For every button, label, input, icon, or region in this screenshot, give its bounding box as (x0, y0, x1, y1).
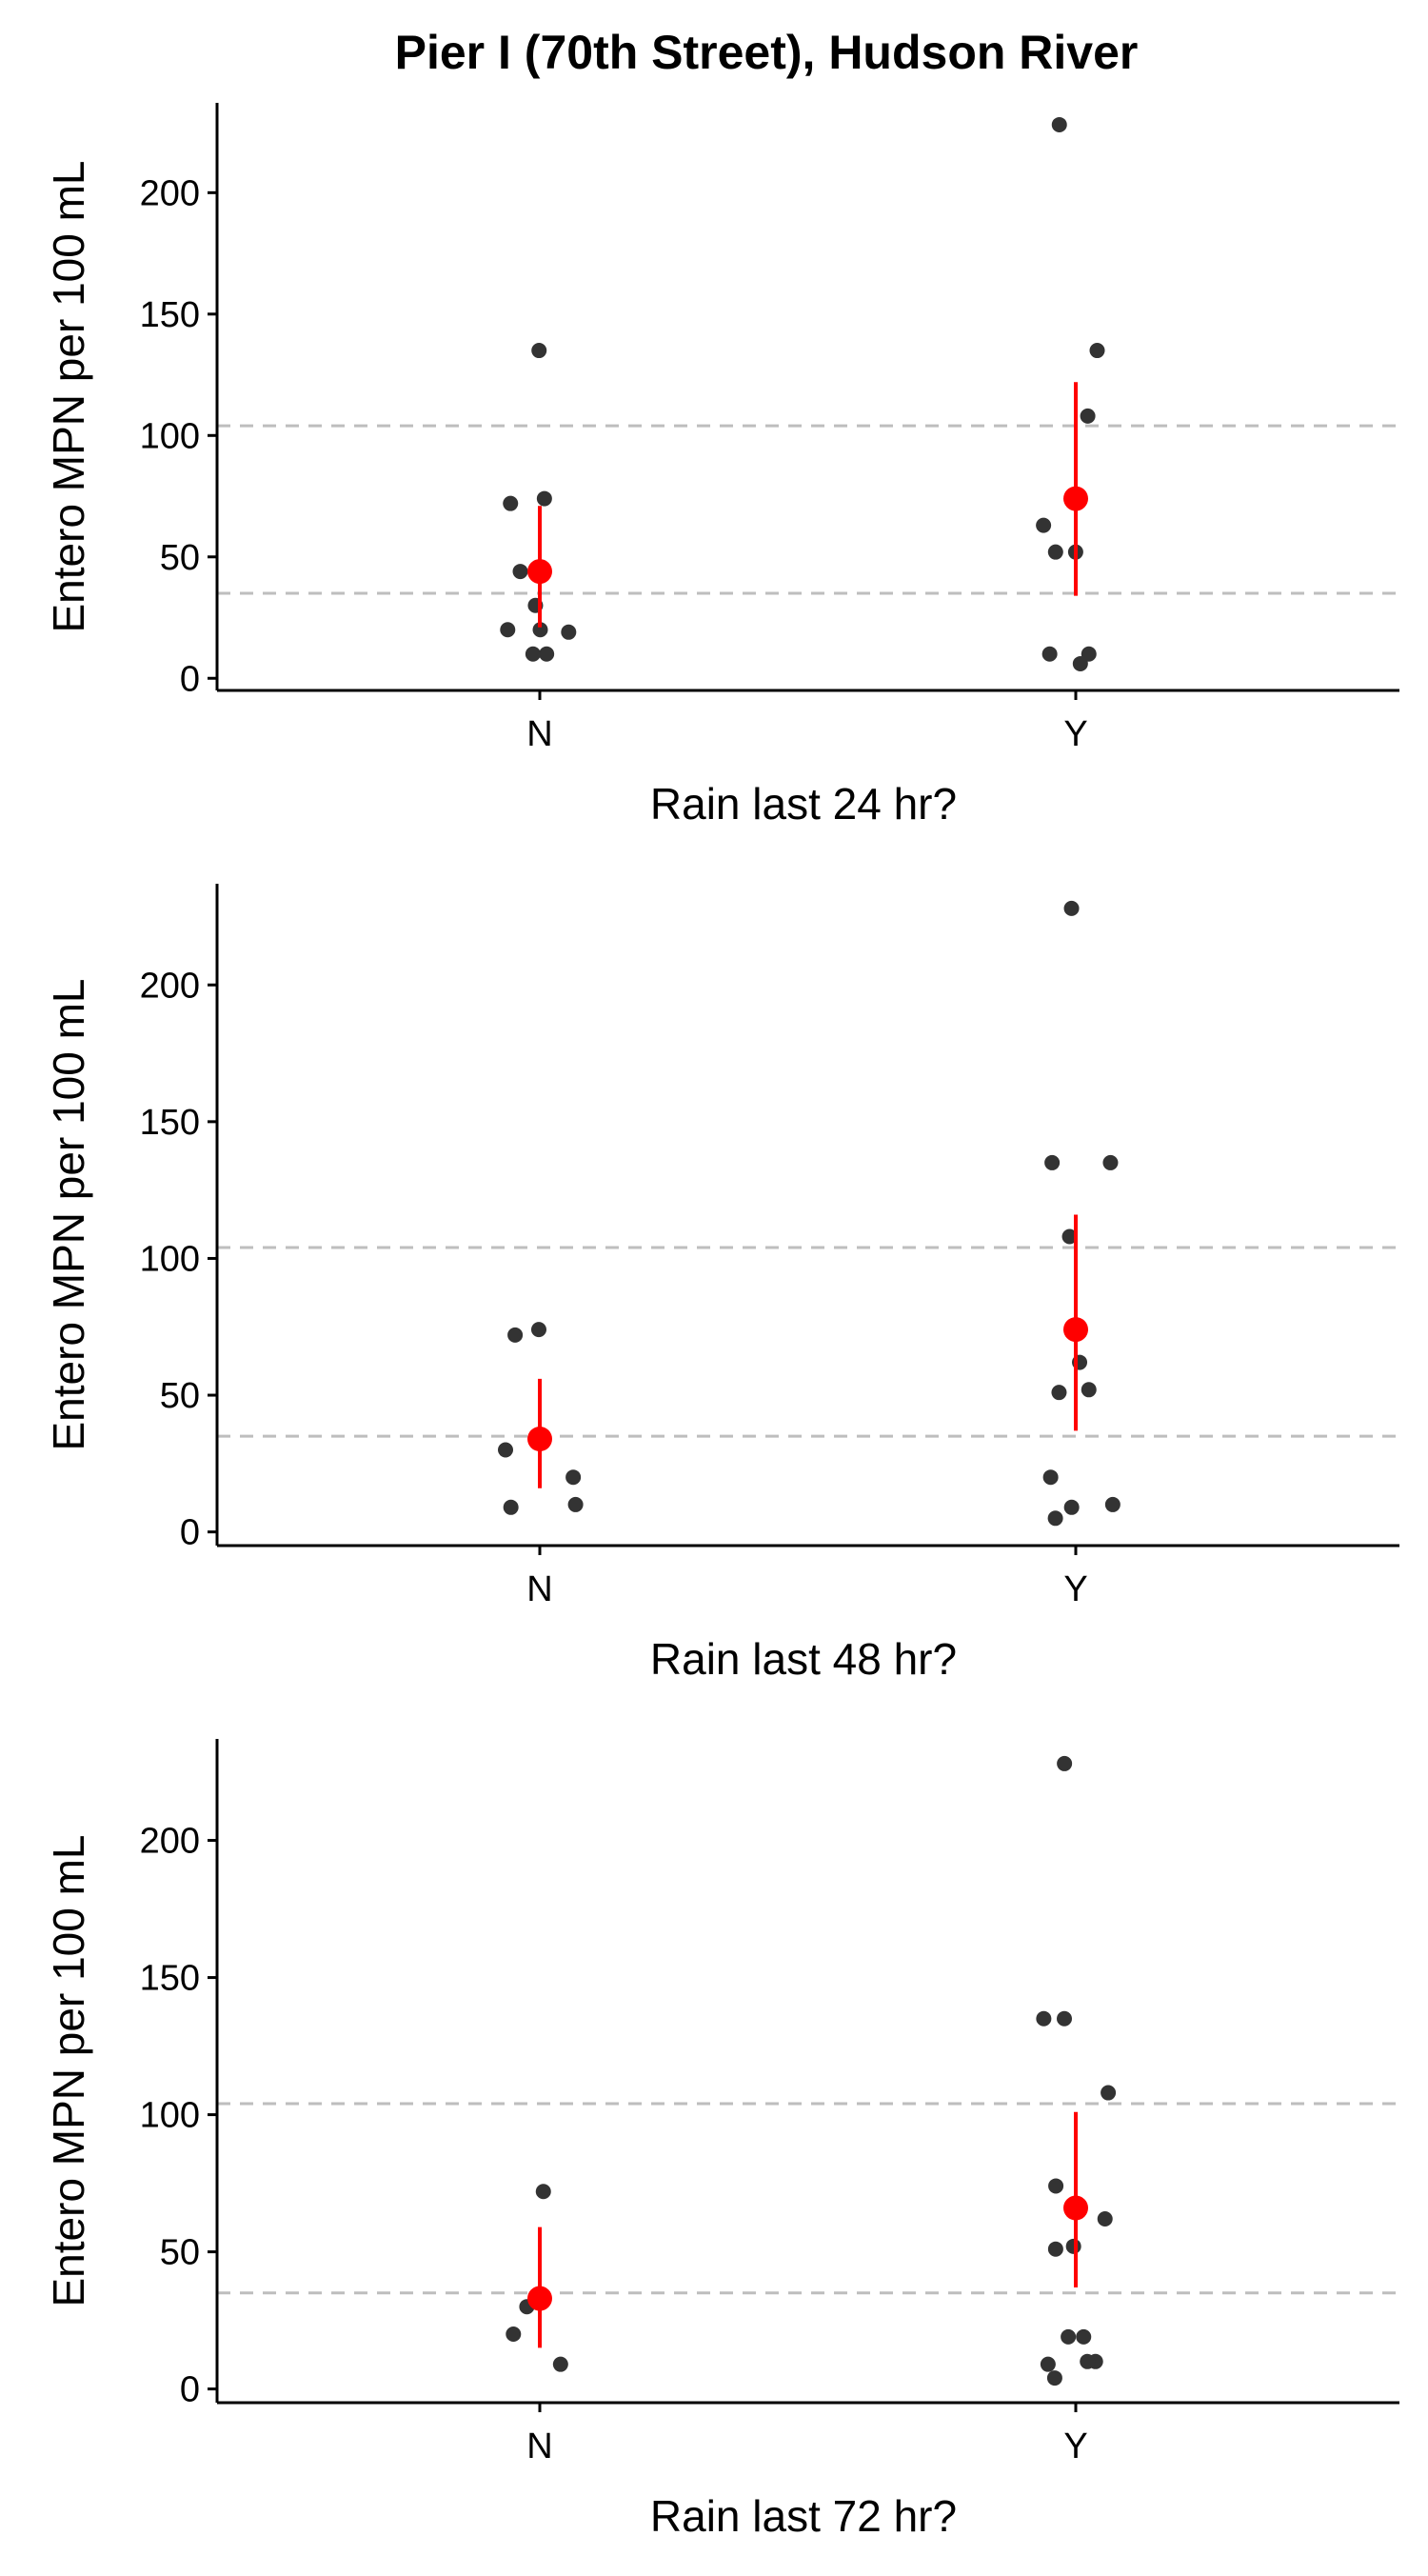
y-tick-label: 0 (180, 659, 200, 699)
data-point (1051, 1385, 1067, 1401)
y-axis-title: Entero MPN per 100 mL (44, 1834, 93, 2306)
mean-point (527, 1426, 552, 1451)
data-point (1042, 1469, 1059, 1486)
y-tick-label: 50 (160, 538, 200, 578)
data-point (535, 2184, 551, 2200)
y-tick-label: 0 (180, 2370, 200, 2410)
y-tick-label: 100 (140, 2096, 200, 2136)
mean-point (1063, 486, 1088, 511)
x-axis-title: Rain last 24 hr? (650, 779, 957, 829)
data-point (1051, 116, 1067, 132)
data-point (1076, 2328, 1092, 2345)
y-tick-label: 0 (180, 1513, 200, 1553)
data-point (1063, 1499, 1080, 1515)
y-tick-label: 200 (140, 966, 200, 1006)
data-point (1089, 343, 1105, 359)
mean-point (1063, 1317, 1088, 1343)
y-tick-label: 150 (140, 295, 200, 335)
data-point (1061, 1228, 1078, 1245)
data-point (1104, 1496, 1121, 1512)
data-point (561, 624, 577, 640)
data-point (539, 646, 555, 662)
data-point (1048, 2178, 1064, 2194)
data-point (507, 1327, 524, 1343)
y-tick-label: 200 (140, 1822, 200, 1862)
data-point (503, 495, 519, 511)
data-point (1041, 646, 1058, 662)
chart-title: Pier I (70th Street), Hudson River (395, 26, 1139, 79)
data-point (1097, 2211, 1113, 2227)
x-axis-title: Rain last 48 hr? (650, 1634, 957, 1684)
data-point (1063, 900, 1080, 916)
mean-point (527, 2286, 552, 2311)
data-point (567, 1496, 584, 1512)
data-point (1044, 1154, 1061, 1170)
data-point (1080, 408, 1096, 424)
y-axis-title: Entero MPN per 100 mL (44, 160, 93, 632)
data-point (512, 564, 528, 580)
data-point (1057, 2010, 1073, 2027)
y-tick-label: 150 (140, 1959, 200, 1999)
x-axis-title: Rain last 72 hr? (650, 2491, 957, 2541)
data-point (1036, 517, 1052, 533)
data-point (1047, 1510, 1063, 1527)
x-tick-label: Y (1063, 1569, 1087, 1609)
data-point (500, 622, 516, 638)
data-point (1072, 655, 1088, 671)
data-point (1081, 1382, 1097, 1398)
data-point (1065, 2238, 1081, 2254)
data-point (532, 622, 548, 638)
data-point (552, 2356, 568, 2372)
data-point (565, 1469, 582, 1486)
y-tick-label: 150 (140, 1103, 200, 1143)
y-tick-label: 50 (160, 1376, 200, 1416)
data-point (1080, 2353, 1096, 2369)
data-point (531, 343, 547, 359)
data-point (503, 1499, 519, 1515)
data-point (1036, 2010, 1052, 2027)
y-tick-label: 100 (140, 416, 200, 456)
data-point (498, 1442, 514, 1458)
data-point (1102, 1154, 1119, 1170)
data-point (536, 490, 552, 507)
y-tick-label: 200 (140, 173, 200, 213)
x-tick-label: N (526, 2426, 552, 2466)
data-point (506, 2326, 522, 2342)
data-point (525, 646, 541, 662)
mean-point (1063, 2195, 1088, 2221)
data-point (1047, 2241, 1063, 2257)
data-point (1040, 2356, 1056, 2372)
x-tick-label: Y (1063, 2426, 1087, 2466)
data-point (1046, 2370, 1062, 2386)
data-point (1057, 1755, 1073, 1771)
data-point (1101, 2085, 1117, 2101)
x-tick-label: Y (1063, 714, 1087, 754)
data-point (1047, 544, 1063, 560)
data-point (1061, 2328, 1077, 2345)
data-point (530, 1322, 546, 1338)
x-tick-label: N (526, 714, 552, 754)
mean-point (527, 559, 552, 585)
y-tick-label: 50 (160, 2233, 200, 2273)
y-axis-title: Entero MPN per 100 mL (44, 978, 93, 1450)
y-tick-label: 100 (140, 1239, 200, 1279)
x-tick-label: N (526, 1569, 552, 1609)
